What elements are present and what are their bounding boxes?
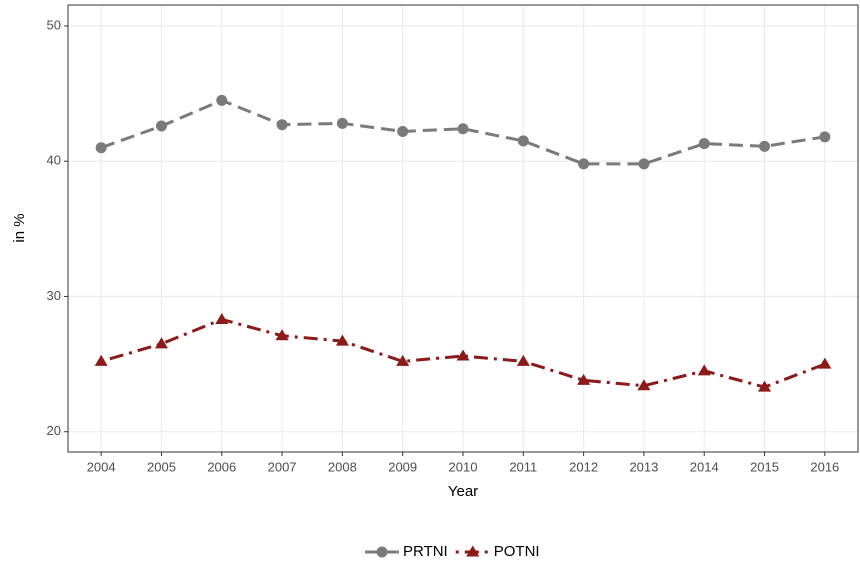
y-tick-label: 30 bbox=[47, 288, 61, 303]
legend-marker bbox=[466, 545, 480, 557]
y-axis-title: in % bbox=[11, 213, 28, 242]
point bbox=[638, 158, 650, 170]
y-tick-label: 50 bbox=[47, 17, 61, 32]
legend-item: POTNI bbox=[455, 543, 540, 560]
point bbox=[456, 349, 470, 361]
point bbox=[336, 117, 348, 129]
x-tick-label: 2014 bbox=[690, 459, 719, 474]
point bbox=[819, 131, 831, 143]
point bbox=[216, 94, 228, 106]
x-tick-label: 2013 bbox=[629, 459, 658, 474]
point bbox=[155, 120, 167, 132]
x-tick-label: 2007 bbox=[268, 459, 297, 474]
x-axis-title: Year bbox=[448, 483, 478, 500]
point bbox=[818, 357, 832, 369]
legend-text: PRTNI bbox=[403, 543, 448, 560]
x-tick-label: 2008 bbox=[328, 459, 357, 474]
point bbox=[637, 379, 651, 391]
point bbox=[697, 364, 711, 376]
point bbox=[215, 312, 229, 325]
point bbox=[457, 123, 469, 135]
point bbox=[698, 138, 710, 150]
x-tick-label: 2016 bbox=[810, 459, 839, 474]
x-tick-label: 2011 bbox=[509, 459, 537, 474]
legend-item: PRTNI bbox=[365, 543, 448, 560]
x-tick-label: 2010 bbox=[449, 459, 478, 474]
point bbox=[517, 135, 529, 147]
x-tick-label: 2005 bbox=[147, 459, 176, 474]
point bbox=[397, 125, 409, 137]
x-tick-label: 2009 bbox=[388, 459, 417, 474]
legend-marker bbox=[376, 546, 388, 558]
point bbox=[94, 354, 108, 366]
point bbox=[275, 329, 289, 341]
y-tick-label: 40 bbox=[47, 153, 61, 168]
x-tick-label: 2012 bbox=[569, 459, 598, 474]
point bbox=[516, 354, 530, 366]
point bbox=[396, 354, 410, 366]
x-tick-label: 2015 bbox=[750, 459, 779, 474]
point bbox=[95, 142, 107, 154]
point bbox=[154, 337, 168, 349]
point bbox=[758, 380, 772, 392]
point bbox=[577, 373, 591, 385]
legend-text: POTNI bbox=[494, 543, 540, 560]
y-tick-label: 20 bbox=[47, 423, 61, 438]
point bbox=[759, 140, 771, 152]
x-tick-label: 2004 bbox=[87, 459, 116, 474]
point bbox=[578, 158, 590, 170]
point bbox=[276, 119, 288, 131]
plot-border bbox=[67, 4, 859, 453]
x-tick-label: 2006 bbox=[207, 459, 236, 474]
point bbox=[335, 334, 349, 346]
